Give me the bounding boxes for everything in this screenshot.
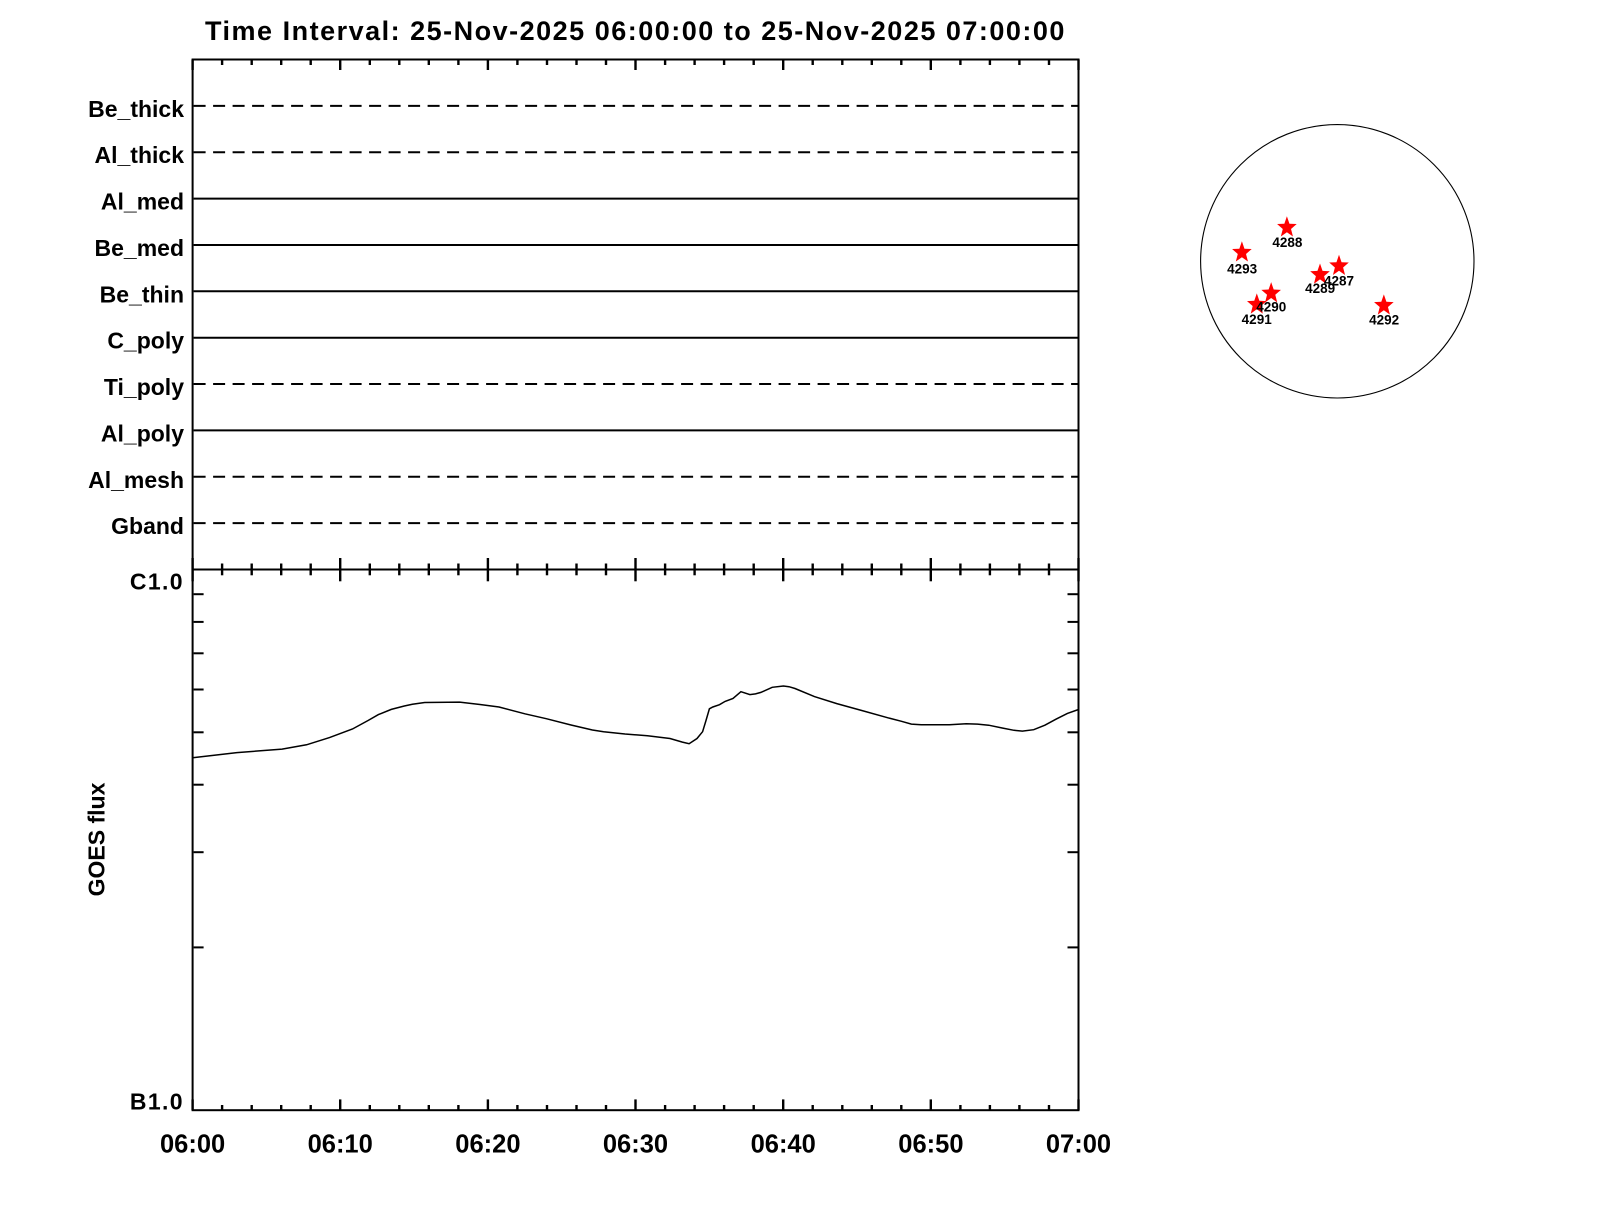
svg-text:4292: 4292: [1369, 313, 1399, 328]
svg-text:06:40: 06:40: [751, 1130, 816, 1158]
svg-text:07:00: 07:00: [1046, 1130, 1111, 1158]
svg-text:Al_med: Al_med: [101, 189, 184, 215]
svg-text:4293: 4293: [1227, 261, 1258, 276]
svg-text:06:10: 06:10: [308, 1130, 373, 1158]
svg-text:Al_thick: Al_thick: [95, 142, 185, 168]
svg-text:4288: 4288: [1272, 235, 1303, 250]
svg-text:Ti_poly: Ti_poly: [104, 374, 184, 400]
svg-text:06:30: 06:30: [603, 1130, 668, 1158]
svg-text:Al_poly: Al_poly: [101, 420, 184, 446]
svg-text:06:50: 06:50: [898, 1130, 963, 1158]
svg-text:B1.0: B1.0: [130, 1088, 184, 1114]
svg-text:4287: 4287: [1324, 273, 1354, 288]
svg-text:Be_thin: Be_thin: [100, 281, 184, 307]
svg-text:C_poly: C_poly: [107, 328, 184, 354]
svg-text:Be_med: Be_med: [95, 235, 184, 261]
svg-text:GOES flux: GOES flux: [84, 782, 110, 896]
svg-text:Al_mesh: Al_mesh: [88, 467, 184, 493]
svg-text:4290: 4290: [1256, 299, 1286, 314]
svg-text:06:20: 06:20: [455, 1130, 520, 1158]
svg-text:4291: 4291: [1242, 312, 1273, 327]
svg-text:06:00: 06:00: [160, 1130, 225, 1158]
svg-text:Time Interval: 25-Nov-2025 06:: Time Interval: 25-Nov-2025 06:00:00 to 2…: [205, 16, 1066, 46]
svg-text:Gband: Gband: [111, 513, 184, 539]
svg-text:4289: 4289: [1305, 281, 1335, 296]
svg-text:Be_thick: Be_thick: [88, 96, 184, 122]
svg-text:C1.0: C1.0: [130, 569, 184, 595]
